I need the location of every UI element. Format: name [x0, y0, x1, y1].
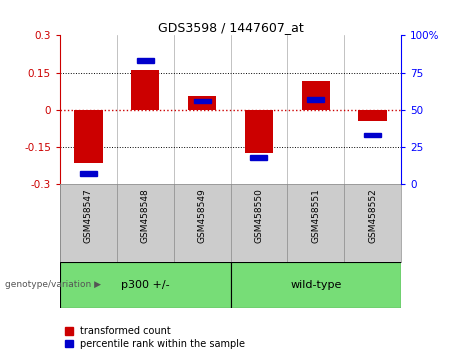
Bar	[131, 70, 160, 110]
Bar	[250, 155, 267, 160]
Text: GSM458547: GSM458547	[84, 188, 93, 243]
Legend: transformed count, percentile rank within the sample: transformed count, percentile rank withi…	[65, 326, 245, 349]
Bar	[364, 133, 381, 137]
Text: GSM458550: GSM458550	[254, 188, 263, 243]
Text: GSM458548: GSM458548	[141, 188, 150, 243]
Text: p300 +/-: p300 +/-	[121, 280, 170, 290]
Text: GSM458552: GSM458552	[368, 188, 377, 243]
Bar	[194, 98, 211, 103]
Text: GSM458551: GSM458551	[311, 188, 320, 243]
Bar	[307, 97, 324, 102]
Text: genotype/variation ▶: genotype/variation ▶	[5, 280, 100, 290]
Bar	[80, 171, 97, 176]
Bar	[188, 96, 216, 110]
Bar	[358, 110, 387, 121]
Text: wild-type: wild-type	[290, 280, 342, 290]
Bar	[245, 110, 273, 153]
Bar	[136, 58, 154, 63]
Text: GSM458549: GSM458549	[198, 188, 207, 243]
Bar	[60, 262, 230, 308]
Title: GDS3598 / 1447607_at: GDS3598 / 1447607_at	[158, 21, 303, 34]
Bar	[74, 110, 102, 163]
Bar	[301, 81, 330, 110]
Bar	[230, 262, 401, 308]
